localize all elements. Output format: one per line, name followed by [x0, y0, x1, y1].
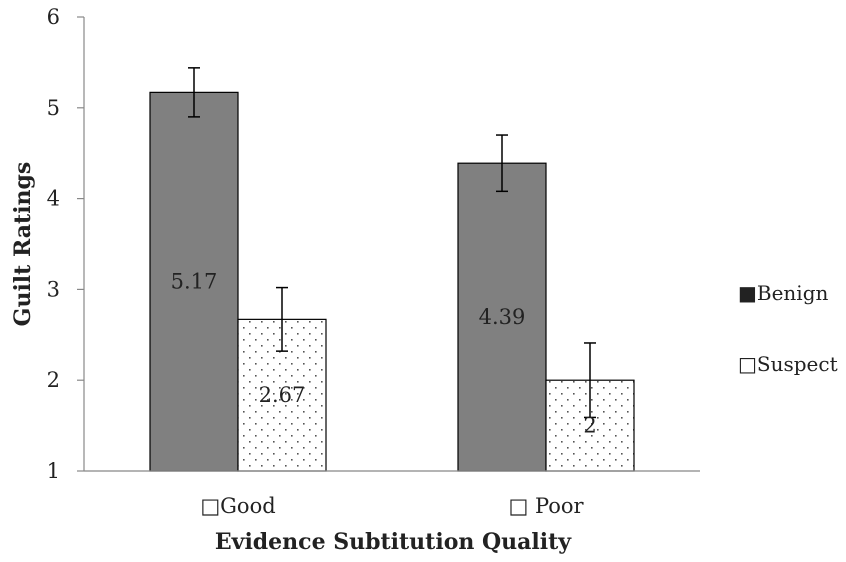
legend: ■Benign □Suspect	[738, 281, 838, 376]
bar-benign	[457, 162, 547, 472]
bars	[149, 91, 635, 472]
x-axis-title: Evidence Subtitution Quality	[215, 529, 572, 555]
error-bar	[496, 134, 508, 193]
legend-label-suspect: □Suspect	[738, 352, 838, 376]
data-labels: 5.17 2.67 4.39 2	[171, 270, 597, 438]
data-label: 4.39	[479, 305, 526, 329]
y-axis: 1 2 3 4 5 6	[47, 5, 85, 483]
y-tick-label: 6	[47, 5, 60, 29]
y-tick-label: 5	[47, 96, 60, 120]
x-axis: □Good □ Poor	[84, 470, 700, 518]
data-label: 5.17	[171, 270, 218, 294]
y-axis-title: Guilt Ratings	[10, 162, 36, 327]
data-label: 2	[583, 414, 596, 438]
y-tick-label: 1	[47, 459, 60, 483]
x-category-label: □Good	[200, 494, 275, 518]
x-category-label: □ Poor	[508, 494, 584, 518]
y-tick-label: 4	[47, 187, 60, 211]
error-bars	[188, 67, 596, 419]
y-tick-label: 2	[47, 368, 60, 392]
y-tick-label: 3	[47, 277, 60, 301]
error-bar	[584, 342, 596, 419]
error-bar	[188, 67, 200, 118]
error-bar	[276, 286, 288, 352]
legend-label-benign: ■Benign	[738, 281, 829, 305]
data-label: 2.67	[259, 383, 306, 407]
